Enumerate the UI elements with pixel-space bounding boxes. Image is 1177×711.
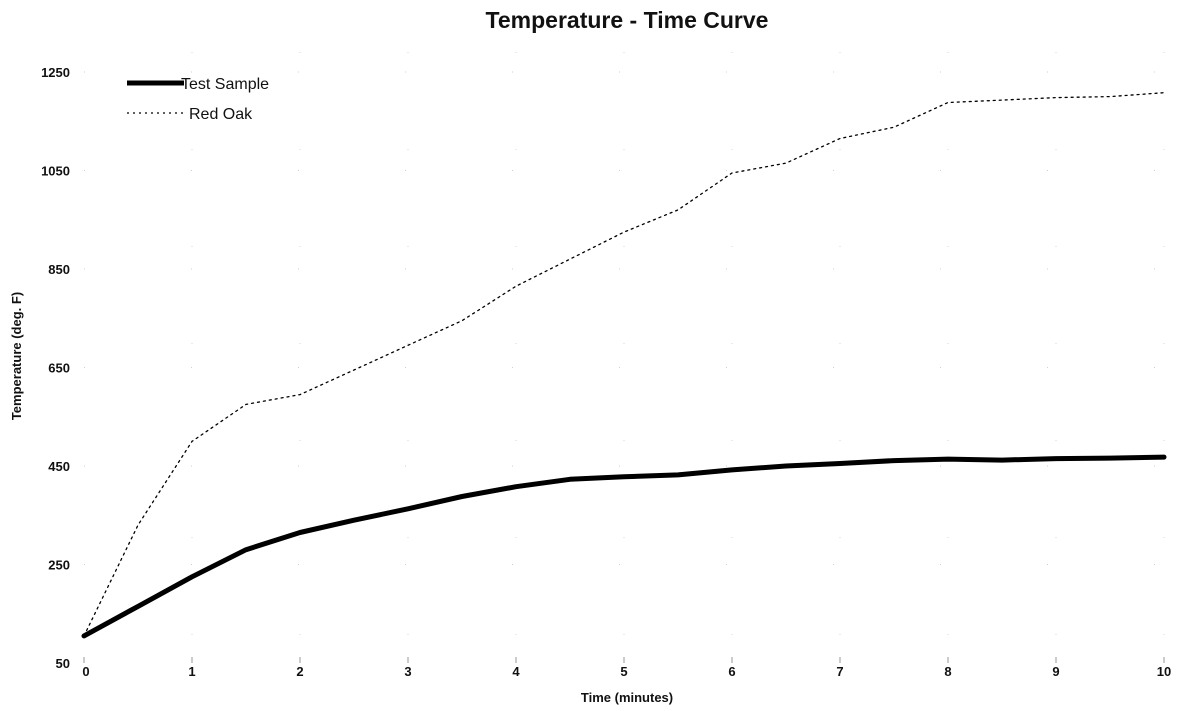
x-tick-label: 10: [1157, 664, 1171, 679]
x-tick-label: 5: [620, 664, 627, 679]
chart-title: Temperature - Time Curve: [486, 7, 769, 33]
x-tick-label: 0: [82, 664, 89, 679]
y-tick-label: 50: [56, 656, 70, 671]
x-tick-label: 7: [836, 664, 843, 679]
y-tick-label: 650: [48, 361, 70, 376]
y-tick-label: 250: [48, 558, 70, 573]
legend-label: Test Sample: [181, 76, 269, 93]
x-tick-label: 9: [1052, 664, 1059, 679]
x-axis-label: Time (minutes): [581, 690, 673, 705]
legend: Test Sample Red Oak: [127, 76, 269, 123]
x-tick-label: 1: [188, 664, 195, 679]
axes: 50 250 450 650 850 1050 1250 0 1 2 3 4 5 6 7 8 9 10: [41, 52, 1171, 679]
x-tick-label: 8: [944, 664, 951, 679]
series-layer: [81, 92, 1167, 639]
y-tick-label: 1050: [41, 164, 70, 179]
x-tick-label: 2: [296, 664, 303, 679]
y-tick-label: 850: [48, 262, 70, 277]
y-axis-label: Temperature (deg. F): [9, 292, 24, 420]
x-tick-label: 6: [728, 664, 735, 679]
series-line-red-oak: [83, 92, 1165, 637]
x-tick-label: 4: [512, 664, 520, 679]
y-tick-label: 450: [48, 459, 70, 474]
x-tick-label: 3: [404, 664, 411, 679]
legend-label: Red Oak: [189, 106, 253, 123]
y-tick-label: 1250: [41, 65, 70, 80]
series-line-test-sample: [81, 454, 1167, 639]
